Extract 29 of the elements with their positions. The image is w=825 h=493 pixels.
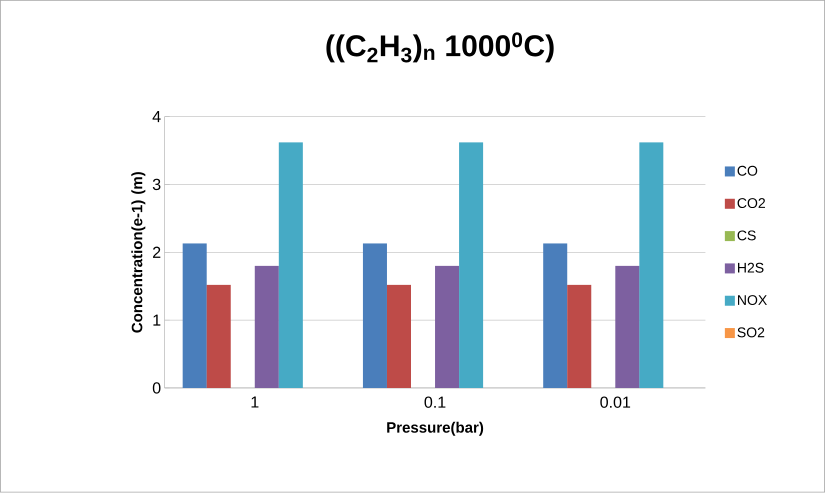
y-tick-label: 4 [152,111,161,122]
legend-label: CO [738,166,758,176]
bar [362,244,387,388]
y-tick-label: 2 [153,246,160,258]
bar [639,142,664,388]
x-axis-title: Pressure(bar) [387,422,484,436]
y-axis-title: Concentration(e-1) (m) [131,172,146,333]
y-tick-label: 1 [153,314,160,326]
legend-label: CS [738,230,756,241]
legend-label: CO2 [738,198,765,208]
y-tick-label: 0 [152,382,160,394]
x-tick-label: 0.01 [600,396,630,408]
x-tick-label: 1 [252,396,258,408]
bar [278,142,303,388]
bar [386,285,412,388]
chart-title: ((C$_{2}$H$_{3}$)$_{n}$ 1000$^{0}$C) [326,32,554,63]
bar [615,266,640,388]
bar [567,285,592,388]
legend-label: H2S [738,263,764,273]
bar [543,244,568,388]
legend-label: SO2 [738,328,764,338]
bar [182,244,207,388]
bar [206,285,231,388]
bar [254,266,279,388]
bar [435,266,460,388]
y-tick-label: 3 [152,178,160,190]
x-tick-label: 0.1 [424,396,446,408]
bar [459,142,484,388]
legend-label: NOX [738,295,767,306]
